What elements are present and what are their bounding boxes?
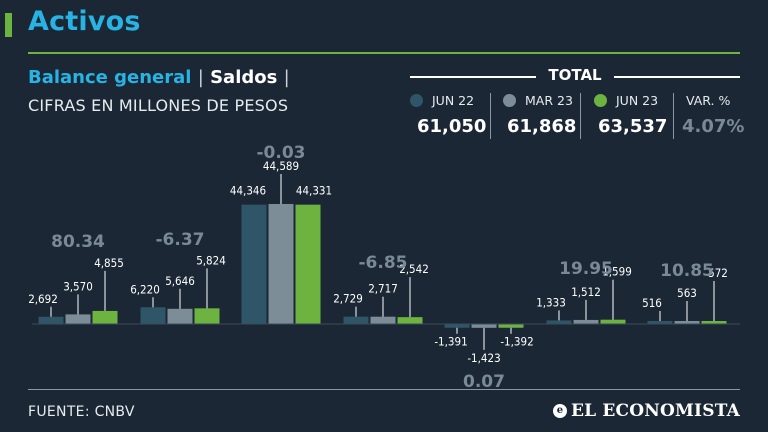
variation-label-group-4: -6.85 <box>359 253 408 273</box>
legend-value-jun23: 63,537 <box>598 116 668 137</box>
data-label-mar23-group-4: 2,717 <box>368 282 398 296</box>
subtitle-balance: Balance general <box>28 67 192 88</box>
data-label-jun22-group-1: 2,692 <box>28 292 58 306</box>
legend-item-mar23: MAR 23 <box>503 93 573 108</box>
data-label-jun23-group-6: 1,599 <box>602 265 632 279</box>
variation-label-group-1: 80.34 <box>51 232 105 252</box>
top-divider <box>28 52 740 54</box>
totals-divider <box>580 93 581 139</box>
legend-label-jun23: JUN 23 <box>616 93 659 108</box>
bar-jun22-group-1 <box>38 316 64 324</box>
data-label-jun22-group-7: 516 <box>642 296 662 310</box>
data-label-jun22-group-3: 44,346 <box>230 184 266 198</box>
bar-mar23-group-7 <box>674 321 700 324</box>
bar-jun23-group-2 <box>194 308 220 324</box>
bar-jun22-group-4 <box>343 316 369 324</box>
source-note: FUENTE: CNBV <box>28 404 135 420</box>
data-label-jun23-group-2: 5,824 <box>196 253 226 267</box>
data-label-mar23-group-1: 3,570 <box>63 279 93 293</box>
totals-divider <box>673 93 674 139</box>
data-label-mar23-group-5: -1,423 <box>467 351 500 365</box>
totals-label: TOTAL <box>548 66 602 84</box>
bar-jun22-group-3 <box>241 204 267 324</box>
data-label-mar23-group-3: 44,589 <box>263 159 299 173</box>
variation-label: VAR. % <box>686 93 731 108</box>
variation-total-value: 4.07% <box>682 116 745 137</box>
bar-mar23-group-2 <box>167 308 193 324</box>
data-label-jun22-group-2: 6,220 <box>130 282 160 296</box>
variation-label-group-2: -6.37 <box>156 230 205 250</box>
bar-jun23-group-1 <box>92 310 118 324</box>
totals-panel: TOTAL JUN 22 61,050 MAR 23 61,868 JUN 23… <box>410 66 744 142</box>
page-title: Activos <box>28 6 141 37</box>
legend-value-mar23: 61,868 <box>507 116 577 137</box>
bottom-divider <box>28 389 740 390</box>
totals-rule-left <box>410 76 536 78</box>
subtitle-separator: | <box>197 67 204 88</box>
brand-logo: e EL ECONOMISTA <box>552 401 740 421</box>
data-label-jun23-group-4: 2,542 <box>399 262 429 276</box>
data-label-jun23-group-3: 44,331 <box>296 184 332 198</box>
bar-mar23-group-3 <box>268 204 294 324</box>
bar-mar23-group-1 <box>65 314 91 324</box>
data-label-jun23-group-7: 572 <box>708 266 728 280</box>
variation-label-group-3: -0.03 <box>257 143 306 163</box>
data-label-jun22-group-5: -1,391 <box>434 335 467 349</box>
legend-dot-jun23 <box>594 94 607 107</box>
subtitle-saldos: Saldos <box>210 67 278 88</box>
variation-label-group-5: 0.07 <box>463 372 505 392</box>
data-label-jun23-group-5: -1,392 <box>500 335 533 349</box>
bar-mar23-group-6 <box>573 319 599 324</box>
data-label-jun22-group-6: 1,333 <box>536 295 566 309</box>
brand-mark-icon: e <box>552 404 567 418</box>
bar-jun23-group-4 <box>397 317 423 324</box>
bar-jun22-group-2 <box>140 307 166 324</box>
data-label-mar23-group-2: 5,646 <box>165 274 195 288</box>
bar-mar23-group-4 <box>370 316 396 324</box>
legend-label-jun22: JUN 22 <box>432 93 475 108</box>
data-label-mar23-group-6: 1,512 <box>571 285 601 299</box>
title-accent-bar <box>5 13 12 37</box>
legend-value-jun22: 61,050 <box>417 116 487 137</box>
variation-label-group-7: 10.85 <box>660 261 714 281</box>
totals-rule-right <box>614 76 740 78</box>
bar-jun23-group-5 <box>498 324 524 328</box>
data-label-mar23-group-7: 563 <box>677 286 697 300</box>
bar-jun22-group-6 <box>546 320 572 324</box>
data-label-jun22-group-4: 2,729 <box>333 292 363 306</box>
unit-note: CIFRAS EN MILLONES DE PESOS <box>28 96 289 115</box>
legend-dot-mar23 <box>503 94 516 107</box>
legend-item-jun23: JUN 23 <box>594 93 658 108</box>
bar-jun23-group-3 <box>295 204 321 324</box>
subtitle-separator: | <box>283 67 290 88</box>
chart-subtitle: Balance general | Saldos | <box>28 67 290 88</box>
bar-jun23-group-6 <box>600 319 626 324</box>
data-label-jun23-group-1: 4,855 <box>94 256 124 270</box>
legend-item-jun22: JUN 22 <box>410 93 474 108</box>
legend-dot-jun22 <box>410 94 423 107</box>
legend-label-mar23: MAR 23 <box>525 93 573 108</box>
brand-name: EL ECONOMISTA <box>570 401 740 421</box>
bar-mar23-group-5 <box>471 324 497 328</box>
bar-jun22-group-7 <box>647 321 673 324</box>
bar-jun23-group-7 <box>701 321 727 324</box>
totals-divider <box>490 93 491 139</box>
bar-jun22-group-5 <box>444 324 470 328</box>
variation-label-group-6: 19.95 <box>559 259 613 279</box>
